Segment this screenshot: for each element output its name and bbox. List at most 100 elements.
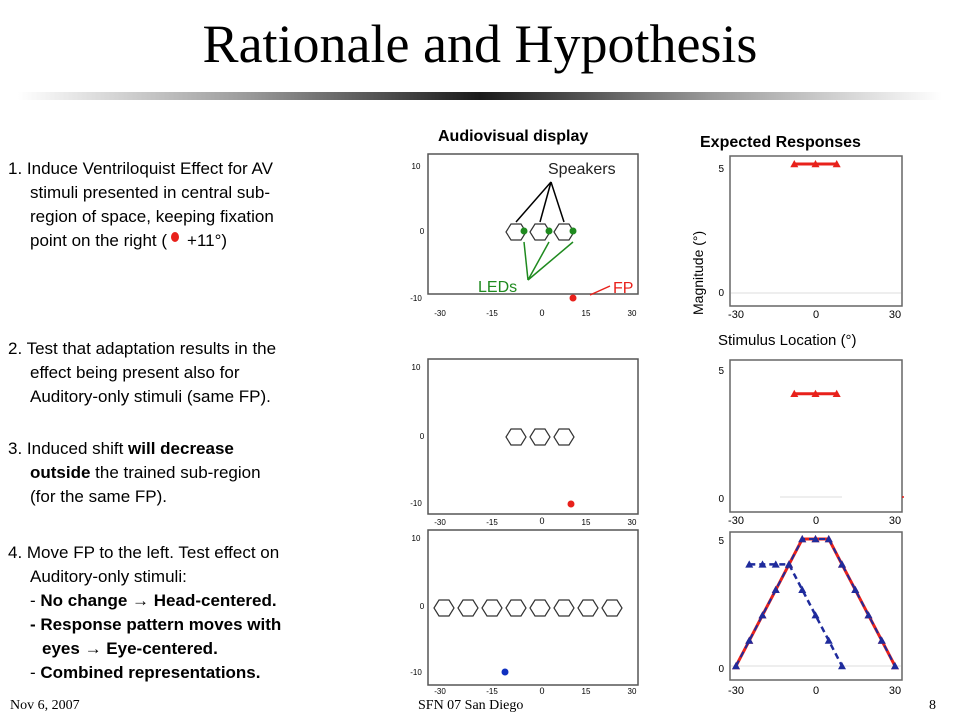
panel-frame [427, 153, 639, 295]
display-heading: Audiovisual display [438, 128, 589, 145]
point-4-line-2: Auditory-only stimuli: [30, 567, 187, 586]
speaker-icon [553, 599, 575, 617]
point-4-line-1: 4. Move FP to the left. Test effect on [8, 543, 280, 562]
x-tick: -30 [434, 518, 446, 527]
point-1-line-4: point on the right (+11°) [30, 231, 228, 250]
y-tick: 5 [718, 536, 724, 547]
y-tick: 0 [420, 602, 425, 611]
x-tick: 15 [582, 518, 591, 527]
data-point-marker [790, 389, 799, 397]
right-arrow-icon: → [84, 639, 102, 658]
red-dot-icon [171, 232, 180, 242]
data-point-marker [891, 662, 899, 670]
display-panel-1: 10 0 -10 -30 -15 0 15 30 Speakers LEDs F… [410, 153, 639, 318]
x-tick: 30 [889, 685, 901, 697]
led-arrow [523, 241, 529, 281]
speaker-icon [553, 428, 575, 446]
data-point-marker [758, 611, 767, 619]
response-3-blue-dashed [745, 560, 846, 670]
x-tick: 15 [582, 309, 591, 318]
x-tick: -15 [486, 518, 498, 527]
x-tick: 30 [889, 515, 901, 527]
x-tick: -15 [486, 309, 498, 318]
data-point-marker [832, 160, 841, 168]
leds-label: LEDs [478, 279, 517, 296]
data-point-marker [785, 560, 793, 568]
y-tick: 0 [718, 288, 724, 299]
data-point-marker [732, 662, 740, 670]
stray-mark [902, 496, 904, 498]
y-tick: -10 [410, 668, 422, 677]
y-tick: -10 [410, 499, 422, 508]
chart-frame [729, 531, 903, 681]
speaker-arrow [550, 181, 565, 223]
footer-date: Nov 6, 2007 [10, 698, 80, 713]
x-tick: 30 [628, 687, 637, 696]
panel-frame [427, 529, 639, 686]
x-tick: 30 [889, 309, 901, 321]
x-tick: 0 [539, 516, 544, 526]
data-point-marker [798, 585, 807, 593]
fp-label: FP [613, 280, 633, 297]
point-4: 4. Move FP to the left. Test effect on A… [8, 541, 281, 685]
footer-venue: SFN 07 San Diego [418, 698, 524, 713]
data-point-marker [811, 535, 820, 543]
point-4-bullet-3: - Combined representations. [30, 663, 261, 682]
fixation-point [569, 294, 577, 302]
x-tick: 30 [628, 518, 637, 527]
point-1-line-2: stimuli presented in central sub- [30, 183, 271, 202]
panel-frame [427, 358, 639, 515]
data-point-marker [838, 560, 846, 568]
data-point-marker [851, 585, 860, 593]
point-1-line-1: 1. Induce Ventriloquist Effect for AV [8, 159, 273, 178]
led-arrow [527, 241, 574, 281]
response-chart-3: 5 0 -30 0 30 [718, 531, 903, 697]
point-1: 1. Induce Ventriloquist Effect for AV st… [8, 157, 274, 253]
response-3-red [732, 535, 899, 670]
fixation-point-left [501, 668, 509, 676]
fixation-point [567, 500, 575, 508]
y-tick: 0 [420, 432, 425, 441]
x-tick: -30 [434, 309, 446, 318]
x-tick: -30 [728, 309, 744, 321]
speaker-row [433, 599, 623, 617]
y-tick: 10 [412, 162, 421, 171]
display-panel-3: 10 0 -10 -30 -15 0 15 30 [410, 529, 639, 696]
response-chart-2: 5 0 -30 0 30 [718, 359, 904, 527]
data-point-marker [838, 662, 846, 670]
right-arrow-icon: → [132, 591, 150, 610]
point-3: 3. Induced shift will decrease outside t… [8, 437, 261, 509]
data-point-marker [811, 389, 820, 397]
data-point-marker [824, 636, 833, 644]
data-point-marker [832, 389, 841, 397]
speaker-icon [505, 428, 527, 446]
speaker-icon [577, 599, 599, 617]
led-arrow [527, 241, 550, 281]
data-point-marker [864, 611, 873, 619]
y-tick: 5 [718, 164, 724, 175]
x-tick: 0 [813, 515, 819, 527]
chart-frame [729, 155, 903, 307]
point-4-bullet-2: - Response pattern moves with [30, 615, 282, 634]
speaker-arrow [539, 181, 552, 223]
speaker-icon [601, 599, 623, 617]
led-dot [520, 227, 528, 235]
title-divider [18, 92, 942, 100]
speaker-icon [433, 599, 455, 617]
x-tick: -30 [434, 687, 446, 696]
y-tick: 0 [420, 227, 425, 236]
slide-title: Rationale and Hypothesis [202, 14, 758, 74]
point-2: 2. Test that adaptation results in the e… [8, 337, 276, 409]
speaker-icon [505, 599, 527, 617]
y-tick: 5 [718, 366, 724, 377]
y-axis-label: Magnitude (°) [690, 231, 706, 315]
speakers-label: Speakers [548, 161, 616, 178]
data-point-marker [811, 611, 820, 619]
data-point-marker [771, 585, 780, 593]
speaker-icon [529, 599, 551, 617]
x-tick: 15 [582, 687, 591, 696]
x-tick: 0 [813, 309, 819, 321]
response-2-red [790, 389, 841, 397]
display-panel-2: 10 0 -10 -30 -15 0 15 30 [410, 358, 639, 527]
led-dot [545, 227, 553, 235]
